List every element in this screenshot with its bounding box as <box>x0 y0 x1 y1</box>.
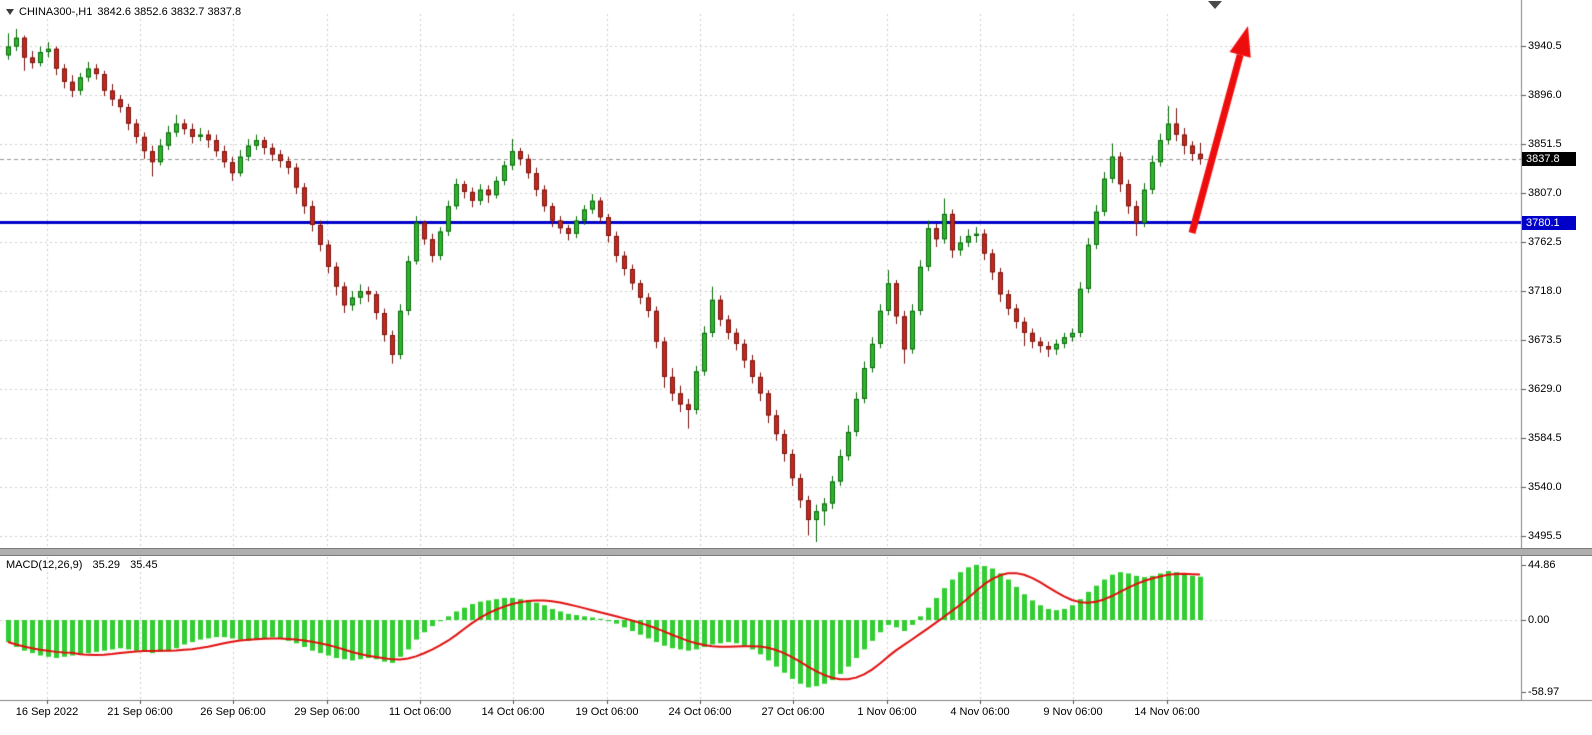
symbol-name: CHINA300-,H1 <box>19 6 93 18</box>
price-tick-label: 3762.5 <box>1528 236 1562 248</box>
price-tick-label: 3495.5 <box>1528 530 1562 542</box>
price-tick-label: 3629.0 <box>1528 383 1562 395</box>
macd-header: MACD(12,26,9) 35.29 35.45 <box>6 559 165 571</box>
panel-splitter[interactable] <box>0 548 1592 556</box>
time-tick-label: 21 Sep 06:00 <box>107 706 173 718</box>
price-tick-label: 3896.0 <box>1528 89 1562 101</box>
time-tick-label: 14 Oct 06:00 <box>481 706 545 718</box>
time-tick-label: 16 Sep 2022 <box>15 706 79 718</box>
symbol-ohlc: 3842.6 3852.6 3832.7 3837.8 <box>97 6 242 18</box>
time-tick-label: 14 Nov 06:00 <box>1134 706 1200 718</box>
time-tick-label: 26 Sep 06:00 <box>200 706 266 718</box>
time-tick-label: 27 Oct 06:00 <box>761 706 825 718</box>
time-tick-label: 29 Sep 06:00 <box>294 706 360 718</box>
time-axis[interactable]: 16 Sep 2022 21 Sep 06:00 26 Sep 06:00 29 Se… <box>0 701 1592 735</box>
current-price-tag-text: 3837.8 <box>1526 153 1560 166</box>
hline-price-tag-text: 3780.1 <box>1526 216 1560 229</box>
macd-tick-label: -58.97 <box>1528 686 1560 699</box>
price-tick-label: 3540.0 <box>1528 481 1562 493</box>
triangle-down-icon <box>6 9 14 15</box>
price-tick-label: 3584.5 <box>1528 432 1562 444</box>
macd-tick-label: 44.86 <box>1528 559 1556 571</box>
macd-signal-value: 35.45 <box>130 559 158 571</box>
symbol-header: CHINA300-,H1 3842.6 3852.6 3832.7 3837.8 <box>6 6 241 18</box>
price-tick-label: 3807.0 <box>1528 187 1562 199</box>
time-tick-label: 9 Nov 06:00 <box>1043 706 1103 718</box>
macd-indicator-label: MACD(12,26,9) <box>6 559 83 571</box>
price-tick-label: 3718.0 <box>1528 285 1562 297</box>
price-tick-label: 3851.5 <box>1528 138 1562 150</box>
current-price-tag: 3837.8 <box>1522 152 1576 167</box>
chart-shift-marker-icon[interactable] <box>1208 1 1222 9</box>
time-tick-label: 19 Oct 06:00 <box>575 706 639 718</box>
price-axis[interactable]: 3940.5 3896.0 3851.5 3807.0 3762.5 3718.0 3673… <box>1522 0 1592 700</box>
price-tick-label: 3940.5 <box>1528 40 1562 52</box>
price-tick-label: 3673.5 <box>1528 334 1562 346</box>
time-tick-label: 1 Nov 06:00 <box>857 706 917 718</box>
macd-tick-label: 0.00 <box>1528 614 1550 626</box>
hline-price-tag: 3780.1 <box>1522 215 1576 230</box>
time-tick-label: 24 Oct 06:00 <box>668 706 732 718</box>
time-tick-label: 4 Nov 06:00 <box>950 706 1010 718</box>
macd-value: 35.29 <box>92 559 121 571</box>
time-tick-label: 11 Oct 06:00 <box>388 706 452 718</box>
